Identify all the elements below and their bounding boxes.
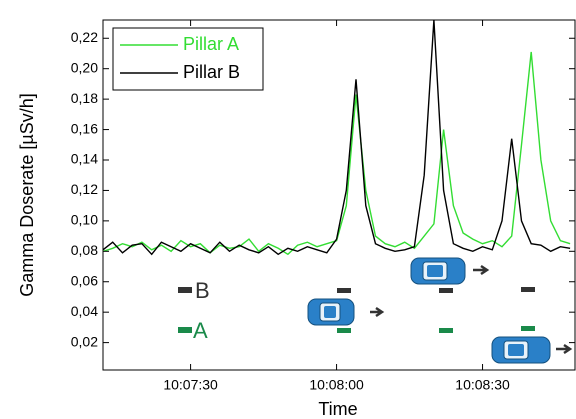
plot-frame xyxy=(102,19,576,371)
series-line xyxy=(103,20,571,256)
y-tick-label: 0,20 xyxy=(71,59,98,75)
y-tick-label: 0,22 xyxy=(71,29,98,45)
y-tick-label: 0,12 xyxy=(71,181,98,197)
x-tick-label: 10:08:00 xyxy=(309,377,364,393)
x-axis-title: Time xyxy=(318,399,357,419)
car-icons xyxy=(307,257,573,364)
detector-markers xyxy=(178,287,535,333)
series-line xyxy=(103,51,571,256)
y-tick-label: 0,18 xyxy=(71,90,98,106)
annotation: A xyxy=(193,318,208,343)
x-tick-label: 10:07:30 xyxy=(163,377,218,393)
y-tick-label: 0,02 xyxy=(71,333,98,349)
y-tick-label: 0,16 xyxy=(71,120,98,136)
y-tick-label: 0,06 xyxy=(71,272,98,288)
y-tick-label: 0,14 xyxy=(71,151,98,167)
legend-label: Pillar B xyxy=(183,62,240,82)
legend-label: Pillar A xyxy=(183,34,239,54)
y-axis-title: Gamma Doserate [µSv/h] xyxy=(17,93,37,296)
y-tick-label: 0,04 xyxy=(71,303,98,319)
annotation: B xyxy=(195,278,210,303)
y-tick-label: 0,08 xyxy=(71,242,98,258)
legend-box xyxy=(112,27,264,91)
y-tick-label: 0,10 xyxy=(71,212,98,228)
x-tick-label: 10:08:30 xyxy=(455,377,510,393)
